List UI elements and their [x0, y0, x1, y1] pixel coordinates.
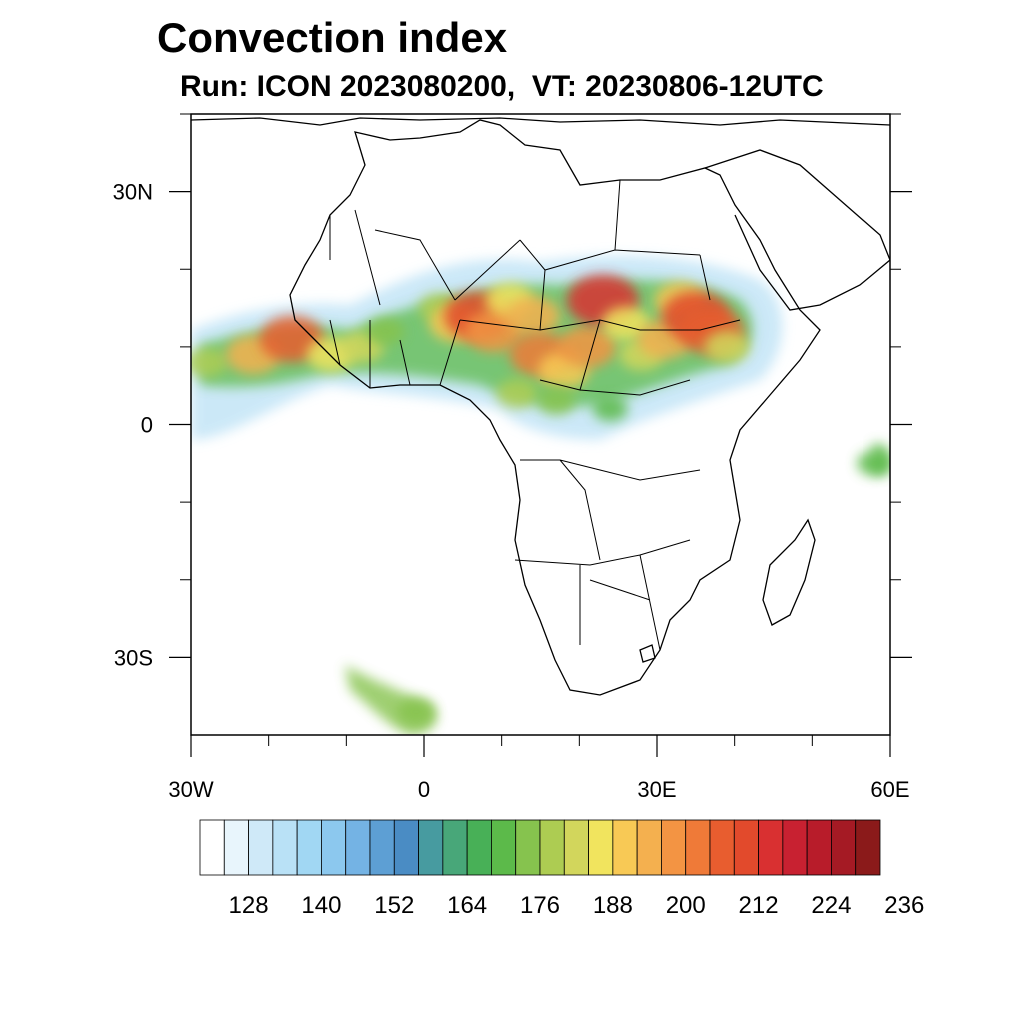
africa-coastline	[289, 119, 821, 696]
colorbar-swatch-21	[709, 819, 735, 876]
lon-tick-label-3: 60E	[870, 777, 909, 802]
convection-cell-26	[397, 698, 436, 726]
chart-title: Convection index	[157, 14, 508, 61]
arabia-coast	[704, 149, 890, 311]
convection-cell-27	[857, 450, 890, 476]
convection-cell-5	[366, 317, 405, 345]
lat-tick-label-2: 30S	[114, 645, 153, 670]
colorbar-swatch-16	[588, 819, 614, 876]
convection-cell-24	[536, 387, 576, 415]
colorbar: 128 140 152 164 176 188 200 212 224 236	[199, 819, 924, 919]
madagascar-coast	[762, 518, 816, 626]
lon-tick-label-0: 30W	[168, 777, 213, 802]
colorbar-swatch-25	[806, 819, 832, 876]
colorbar-label-8: 224	[811, 892, 851, 919]
colorbar-swatch-11	[466, 819, 492, 876]
colorbar-swatch-2	[248, 819, 274, 876]
colorbar-label-9: 236	[884, 892, 924, 919]
colorbar-swatch-15	[563, 819, 589, 876]
colorbar-swatch-19	[661, 819, 687, 876]
europe-coast	[191, 117, 890, 126]
lat-tick-label-0: 30N	[113, 180, 153, 205]
colorbar-swatch-22	[733, 819, 759, 876]
colorbar-label-5: 188	[593, 892, 633, 919]
colorbar-swatch-0	[199, 819, 225, 876]
colorbar-swatch-9	[418, 819, 444, 876]
colorbar-swatch-27	[855, 819, 881, 876]
convection-cell-25	[593, 396, 628, 422]
lat-tick-label-1: 0	[141, 413, 153, 438]
convection-cell-0	[191, 347, 228, 378]
colorbar-swatch-10	[442, 819, 468, 876]
colorbar-swatch-12	[491, 819, 517, 876]
colorbar-swatch-26	[831, 819, 857, 876]
convection-cell-23	[496, 378, 538, 409]
convection-cell-14	[557, 326, 617, 368]
convection-cell-22	[704, 330, 750, 363]
colorbar-label-7: 212	[739, 892, 779, 919]
lon-tick-label-2: 30E	[637, 777, 676, 802]
convection-cell-11	[505, 296, 561, 336]
convection-field	[191, 255, 890, 735]
colorbar-label-0: 128	[229, 892, 269, 919]
colorbar-swatch-4	[296, 819, 322, 876]
convection-cell-16	[601, 306, 651, 341]
colorbar-swatch-14	[539, 819, 565, 876]
colorbar-swatch-24	[782, 819, 808, 876]
colorbar-swatch-20	[685, 819, 711, 876]
colorbar-swatch-7	[369, 819, 395, 876]
colorbar-label-1: 140	[301, 892, 341, 919]
colorbar-label-6: 200	[666, 892, 706, 919]
colorbar-swatch-6	[345, 819, 371, 876]
colorbar-swatch-13	[515, 819, 541, 876]
colorbar-swatch-1	[223, 819, 249, 876]
colorbar-swatch-3	[272, 819, 298, 876]
colorbar-swatch-18	[636, 819, 662, 876]
colorbar-swatch-17	[612, 819, 638, 876]
chart-subtitle: Run: ICON 2023080200, VT: 20230806-12UTC	[180, 70, 824, 103]
country-borders	[329, 179, 741, 651]
colorbar-swatch-23	[758, 819, 784, 876]
colorbar-swatch-5	[321, 819, 347, 876]
colorbar-label-3: 164	[447, 892, 487, 919]
lesotho-outline	[639, 644, 656, 663]
colorbar-swatch-8	[393, 819, 419, 876]
lon-tick-label-1: 0	[418, 777, 430, 802]
colorbar-label-4: 176	[520, 892, 560, 919]
colorbar-label-2: 152	[374, 892, 414, 919]
